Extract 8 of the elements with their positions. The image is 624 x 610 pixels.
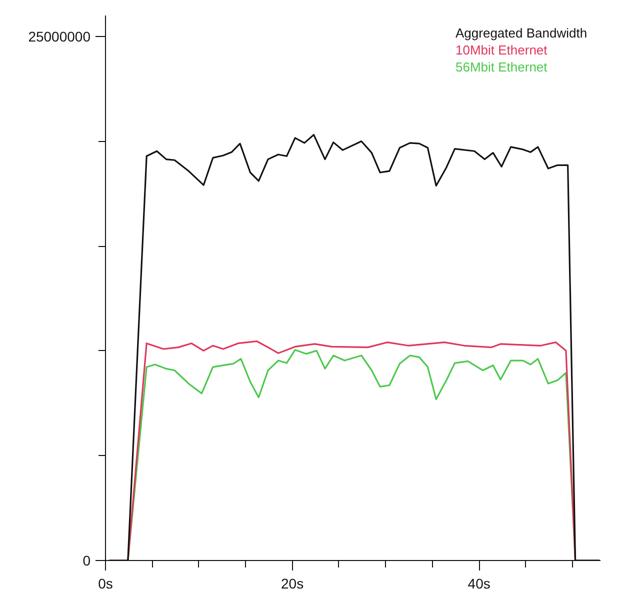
y-tick-label: 25000000 [28,28,91,44]
x-tick-label: 40s [468,576,490,592]
x-tick-label: 0s [98,576,113,592]
x-tick-label: 20s [281,576,304,592]
text: Aggregated Bandwidth [456,26,588,40]
text: 56Mbit Ethernet [456,60,548,74]
y-tick-label: 0 [82,552,91,568]
text: 10Mbit Ethernet [456,42,548,58]
